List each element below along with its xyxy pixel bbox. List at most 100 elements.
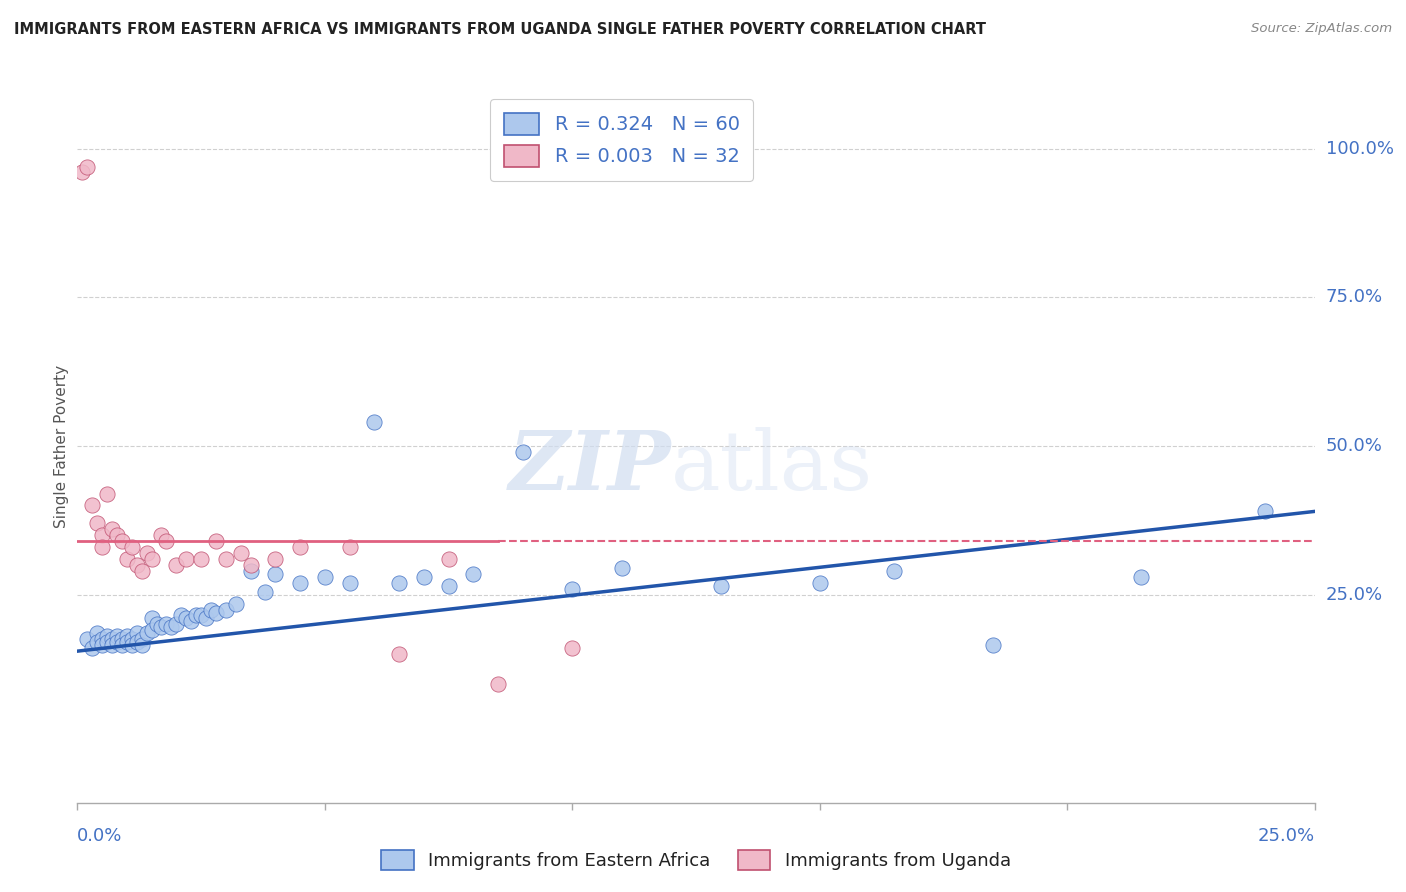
Text: ZIP: ZIP <box>509 427 671 508</box>
Point <box>105 629 128 643</box>
Point <box>170 608 193 623</box>
Point <box>388 647 411 661</box>
Point <box>486 677 509 691</box>
Point <box>610 561 633 575</box>
Text: Source: ZipAtlas.com: Source: ZipAtlas.com <box>1251 22 1392 36</box>
Point <box>314 570 336 584</box>
Point <box>91 540 114 554</box>
Point <box>121 540 143 554</box>
Point <box>131 564 153 578</box>
Point <box>190 552 212 566</box>
Point <box>363 415 385 429</box>
Point <box>180 615 202 629</box>
Point <box>205 606 228 620</box>
Text: 25.0%: 25.0% <box>1257 827 1315 845</box>
Text: IMMIGRANTS FROM EASTERN AFRICA VS IMMIGRANTS FROM UGANDA SINGLE FATHER POVERTY C: IMMIGRANTS FROM EASTERN AFRICA VS IMMIGR… <box>14 22 986 37</box>
Point <box>145 617 167 632</box>
Point <box>225 597 247 611</box>
Point <box>111 534 134 549</box>
Point <box>115 629 138 643</box>
Point <box>82 641 104 656</box>
Point <box>101 638 124 652</box>
Text: 75.0%: 75.0% <box>1326 288 1384 306</box>
Point <box>150 620 173 634</box>
Point <box>135 546 157 560</box>
Point <box>388 575 411 590</box>
Point <box>339 575 361 590</box>
Text: 25.0%: 25.0% <box>1326 586 1384 604</box>
Point <box>101 522 124 536</box>
Point <box>91 638 114 652</box>
Point <box>412 570 434 584</box>
Point <box>160 620 183 634</box>
Text: 100.0%: 100.0% <box>1326 140 1393 158</box>
Point <box>215 602 238 616</box>
Point <box>76 160 98 174</box>
Point <box>981 638 1004 652</box>
Point <box>125 626 148 640</box>
Point <box>150 528 173 542</box>
Point <box>561 641 583 656</box>
Point <box>72 165 94 179</box>
Point <box>264 552 287 566</box>
Point <box>264 566 287 581</box>
Point <box>239 558 262 572</box>
Point <box>86 626 108 640</box>
Point <box>200 602 222 616</box>
Text: 50.0%: 50.0% <box>1326 437 1382 455</box>
Point <box>111 638 134 652</box>
Point <box>115 635 138 649</box>
Point <box>155 534 177 549</box>
Point <box>91 632 114 647</box>
Point <box>135 626 157 640</box>
Legend: Immigrants from Eastern Africa, Immigrants from Uganda: Immigrants from Eastern Africa, Immigran… <box>373 840 1019 880</box>
Point <box>512 445 534 459</box>
Point <box>174 611 197 625</box>
Point <box>339 540 361 554</box>
Point <box>883 564 905 578</box>
Point <box>121 638 143 652</box>
Point <box>141 611 163 625</box>
Point <box>82 499 104 513</box>
Point <box>165 617 187 632</box>
Point <box>125 558 148 572</box>
Point <box>463 566 485 581</box>
Point <box>131 638 153 652</box>
Point <box>115 552 138 566</box>
Point <box>1130 570 1153 584</box>
Point <box>229 546 252 560</box>
Point <box>165 558 187 572</box>
Point <box>96 629 118 643</box>
Point <box>141 624 163 638</box>
Point <box>86 635 108 649</box>
Point <box>437 579 460 593</box>
Point <box>254 584 277 599</box>
Point <box>808 575 831 590</box>
Point <box>111 632 134 647</box>
Point <box>288 575 311 590</box>
Point <box>96 486 118 500</box>
Point <box>76 632 98 647</box>
Point <box>155 617 177 632</box>
Point <box>1254 504 1277 518</box>
Point <box>101 632 124 647</box>
Point <box>131 632 153 647</box>
Point <box>86 516 108 531</box>
Point <box>437 552 460 566</box>
Point <box>141 552 163 566</box>
Point <box>96 635 118 649</box>
Point <box>125 635 148 649</box>
Point <box>215 552 238 566</box>
Point <box>205 534 228 549</box>
Point <box>190 608 212 623</box>
Text: atlas: atlas <box>671 427 873 508</box>
Point <box>710 579 733 593</box>
Point <box>239 564 262 578</box>
Point <box>91 528 114 542</box>
Point <box>105 635 128 649</box>
Text: 0.0%: 0.0% <box>77 827 122 845</box>
Point <box>195 611 218 625</box>
Point <box>121 632 143 647</box>
Point <box>105 528 128 542</box>
Point <box>174 552 197 566</box>
